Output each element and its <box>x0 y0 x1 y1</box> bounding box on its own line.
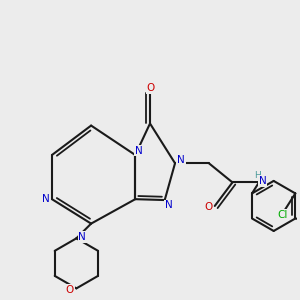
Text: O: O <box>66 285 74 295</box>
Text: O: O <box>204 202 212 212</box>
Text: N: N <box>42 194 49 204</box>
Text: N: N <box>259 176 266 186</box>
Text: N: N <box>165 200 173 210</box>
Text: N: N <box>78 232 86 242</box>
Text: N: N <box>135 146 143 156</box>
Text: H: H <box>254 171 261 180</box>
Text: N: N <box>177 155 185 165</box>
Text: Cl: Cl <box>277 210 287 220</box>
Text: O: O <box>146 83 155 93</box>
